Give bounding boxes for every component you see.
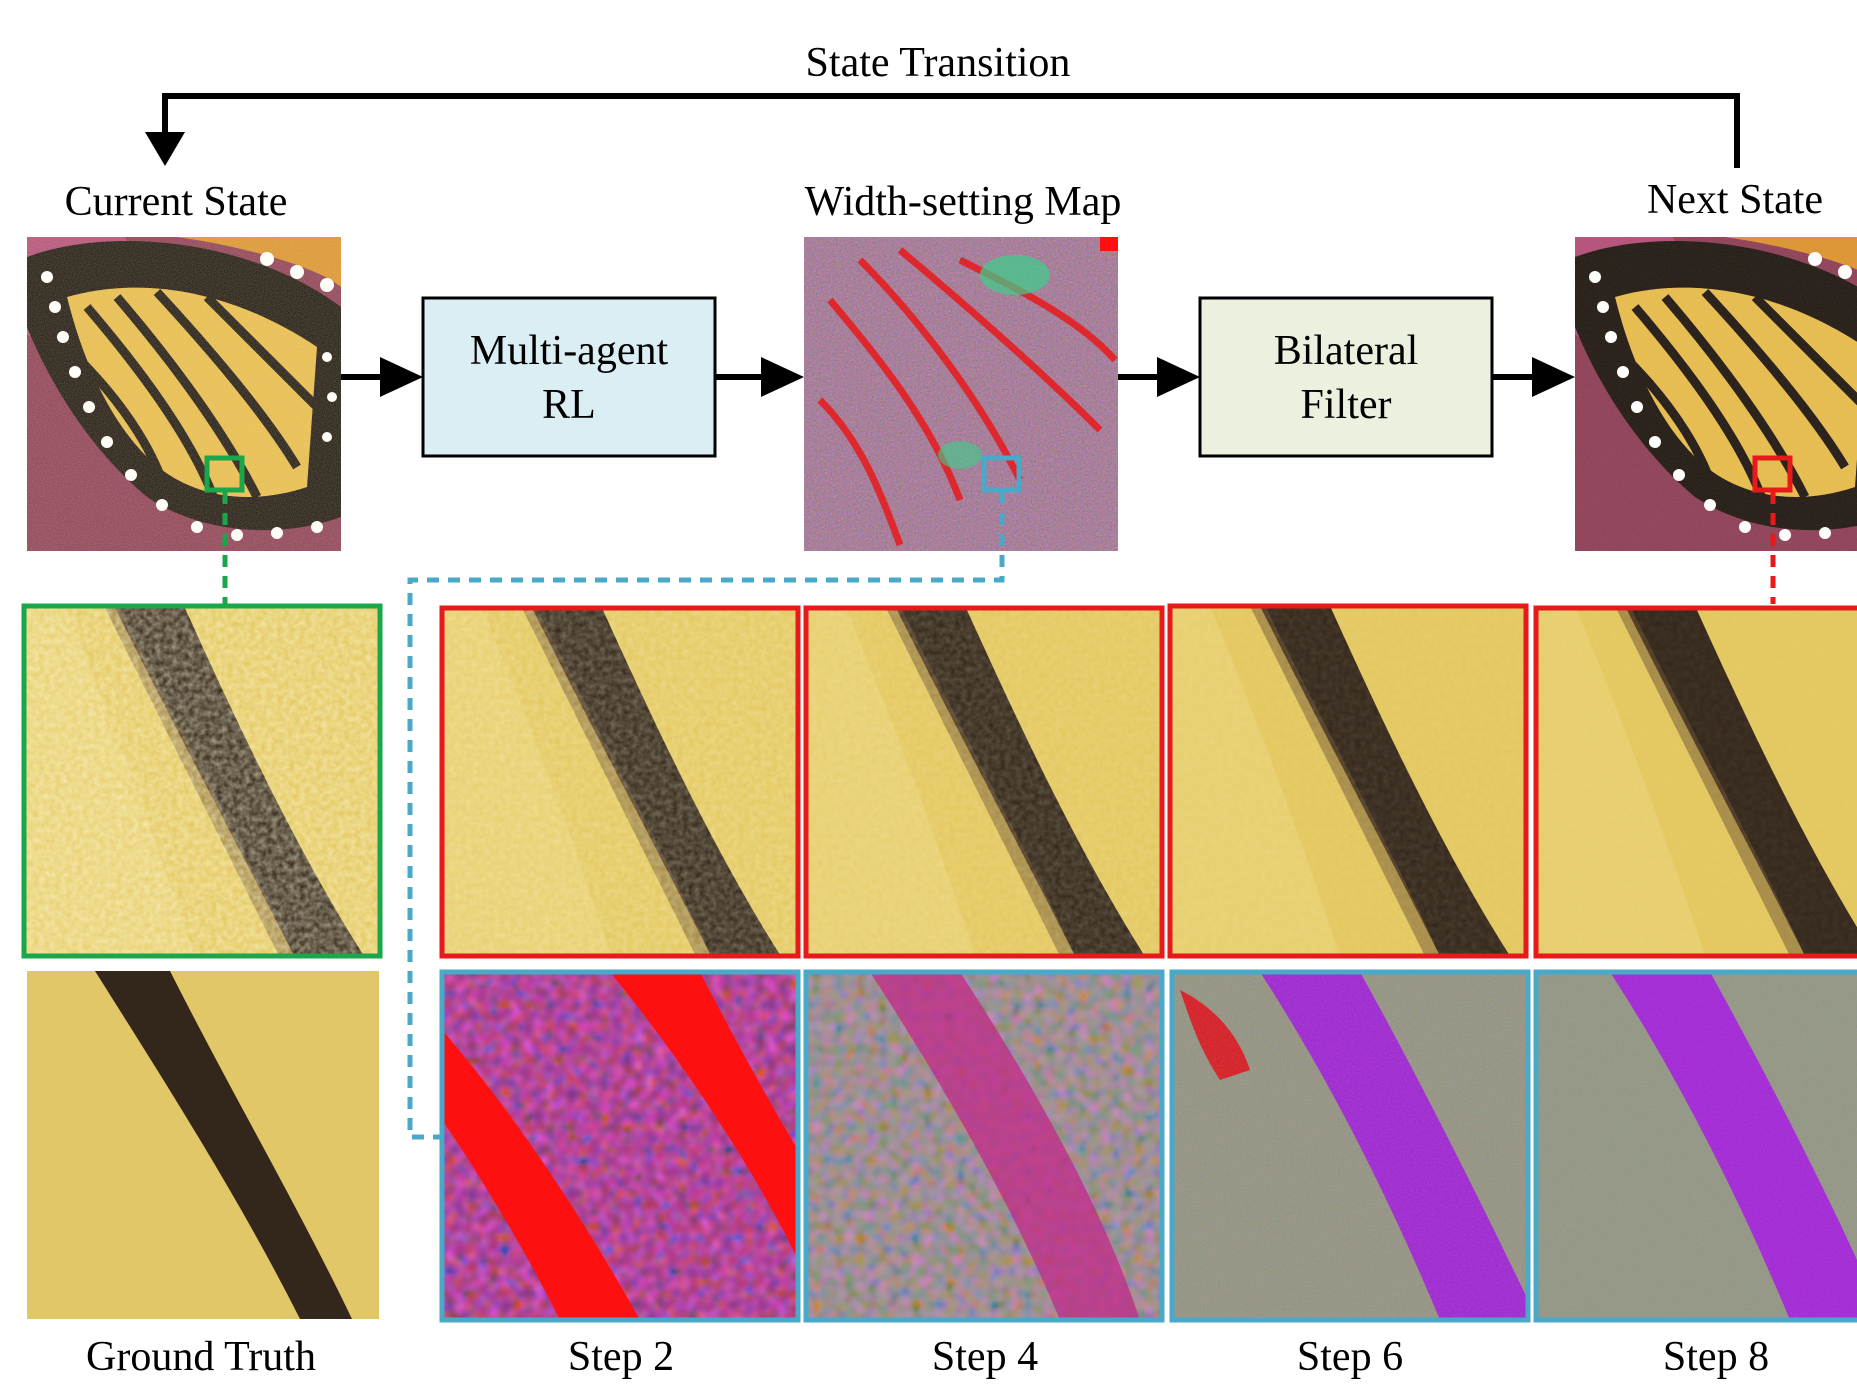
- step8-width-map: [1536, 972, 1857, 1320]
- ground-truth-label: Ground Truth: [86, 1334, 316, 1380]
- arrow-down-icon: [145, 132, 185, 166]
- step6-label: Step 6: [1297, 1334, 1403, 1380]
- step2-crop: [442, 608, 798, 956]
- bilateral-filter-box: Bilateral Filter: [1198, 296, 1494, 458]
- state-transition-label: State Transition: [806, 40, 1071, 86]
- rl-box-line2: RL: [542, 382, 596, 428]
- width-setting-map-image: [804, 237, 1118, 551]
- red-highlight-box: [1752, 455, 1793, 493]
- filter-box-line2: Filter: [1301, 382, 1392, 428]
- green-highlight-box: [204, 455, 245, 493]
- width-map-label: Width-setting Map: [805, 179, 1122, 225]
- step2-label: Step 2: [568, 1334, 674, 1380]
- noisy-crop: [24, 606, 380, 956]
- step4-label: Step 4: [932, 1334, 1038, 1380]
- step8-label: Step 8: [1663, 1334, 1769, 1380]
- multi-agent-rl-box: Multi-agent RL: [421, 296, 717, 458]
- current-state-image: [27, 237, 341, 551]
- rl-box-line1: Multi-agent: [470, 328, 669, 374]
- step6-width-map: [1172, 972, 1528, 1320]
- arrow-right-icon: [1492, 357, 1575, 397]
- step4-width-map: [806, 972, 1162, 1320]
- step8-crop: [1536, 608, 1857, 956]
- step6-crop: [1170, 606, 1526, 956]
- cyan-dashed-connector: [407, 492, 1005, 1140]
- ground-truth-crop: [27, 971, 379, 1319]
- next-state-label: Next State: [1647, 177, 1823, 223]
- state-transition-arrow: [145, 93, 1740, 168]
- cyan-highlight-box: [981, 455, 1022, 493]
- step4-crop: [806, 608, 1162, 956]
- arrow-right-icon: [1118, 357, 1200, 397]
- next-state-image: [1575, 237, 1857, 551]
- filter-box-line1: Bilateral: [1274, 328, 1419, 374]
- step2-width-map: [442, 972, 798, 1320]
- arrow-right-icon: [341, 357, 423, 397]
- arrow-right-icon: [715, 357, 804, 397]
- current-state-label: Current State: [65, 179, 288, 225]
